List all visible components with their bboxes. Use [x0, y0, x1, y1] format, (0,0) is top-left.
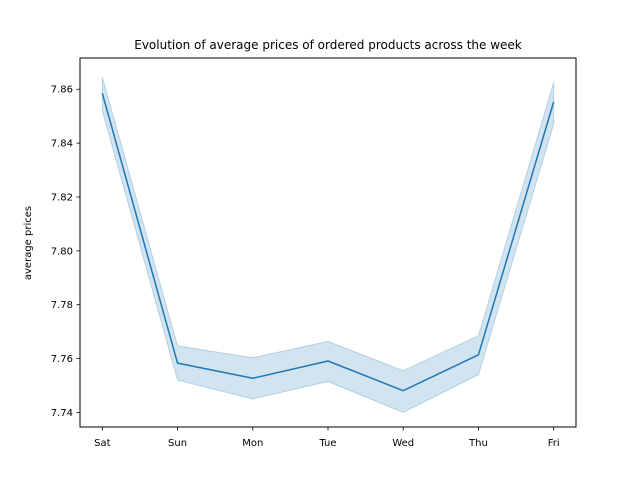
chart-title: Evolution of average prices of ordered p… — [134, 38, 522, 52]
y-tick-label: 7.78 — [51, 300, 73, 311]
y-tick-label: 7.82 — [51, 192, 73, 203]
plot-frame — [79, 57, 577, 428]
x-tick-label: Tue — [318, 438, 336, 449]
series-line — [101, 93, 555, 392]
confidence-band — [101, 76, 555, 414]
x-axis: Sat Sun Mon Tue Wed Thu Fri — [94, 427, 560, 449]
x-tick-label: Sun — [168, 438, 187, 449]
data-point — [251, 377, 254, 380]
x-tick-label: Thu — [468, 438, 488, 449]
x-tick-label: Fri — [548, 438, 560, 449]
data-point — [477, 353, 480, 356]
y-tick-label: 7.86 — [51, 85, 73, 96]
y-tick-label: 7.76 — [51, 354, 73, 365]
y-tick-label: 7.84 — [51, 139, 73, 150]
data-point — [176, 362, 179, 365]
data-point — [101, 92, 104, 95]
y-tick-label: 7.74 — [51, 408, 73, 419]
data-point — [552, 100, 555, 103]
data-point — [327, 360, 330, 363]
y-axis: 7.74 7.76 7.78 7.80 7.82 7.84 7.86 — [51, 85, 80, 419]
x-tick-label: Sat — [94, 438, 110, 449]
y-axis-label: average prices — [23, 206, 34, 280]
plot-area — [101, 76, 555, 414]
x-tick-label: Wed — [392, 438, 414, 449]
y-tick-label: 7.80 — [51, 246, 73, 257]
x-tick-label: Mon — [242, 438, 263, 449]
data-point — [402, 389, 405, 392]
